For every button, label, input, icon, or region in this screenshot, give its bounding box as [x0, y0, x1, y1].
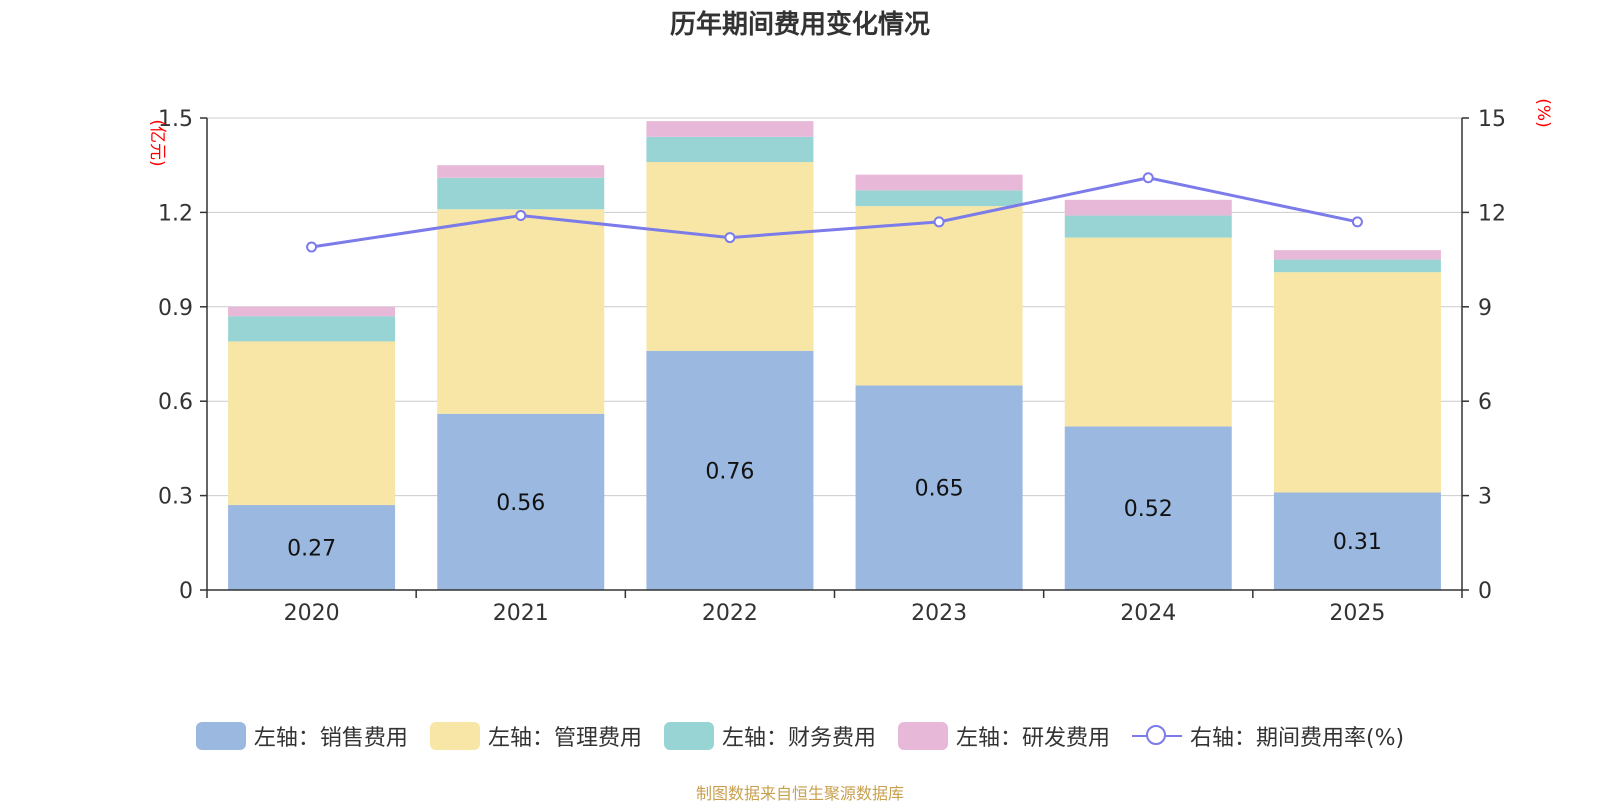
bar-finance-2021 — [437, 177, 605, 210]
legend-item-rd[interactable]: 左轴：研发费用 — [897, 720, 1110, 752]
legend-label-rate: 右轴：期间费用率(%) — [1189, 726, 1405, 751]
bar-sales-2023 — [855, 385, 1023, 590]
right-axis-tick-label: 9 — [1478, 296, 1492, 321]
legend-swatch-rd — [897, 722, 948, 750]
data-label-sales-2020: 0.27 — [287, 537, 336, 562]
bar-rd-2024 — [1064, 199, 1232, 216]
bar-finance-2022 — [646, 136, 814, 163]
left-axis-unit: (亿元) — [147, 119, 167, 166]
rate-point-2024 — [1142, 172, 1154, 184]
bar-sales-2021 — [437, 413, 605, 590]
data-label-sales-2023: 0.65 — [915, 477, 964, 502]
bar-admin-2023 — [855, 206, 1023, 386]
bar-rd-2022 — [646, 121, 814, 137]
left-axis-tick-label: 0.9 — [158, 296, 193, 321]
rate-point-2020 — [306, 241, 318, 253]
bar-sales-2022 — [646, 350, 814, 590]
rate-line — [311, 176, 1358, 249]
legend-label-admin: 左轴：管理费用 — [487, 726, 642, 751]
bar-finance-2024 — [1064, 215, 1232, 238]
left-axis-tick-label: 0.6 — [158, 390, 193, 415]
bar-finance-2023 — [855, 190, 1023, 207]
legend-item-finance[interactable]: 左轴：财务费用 — [663, 720, 876, 752]
bar-admin-2024 — [1064, 237, 1232, 427]
legend-label-finance: 左轴：财务费用 — [721, 726, 876, 751]
legend-swatch-sales — [195, 722, 246, 750]
bar-rd-2021 — [437, 165, 605, 178]
rate-point-2023 — [933, 216, 945, 228]
bar-admin-2025 — [1273, 272, 1441, 493]
left-axis-tick-label: 1.5 — [158, 107, 193, 132]
data-label-sales-2021: 0.56 — [496, 491, 545, 516]
chart-title: 历年期间费用变化情况 — [669, 10, 930, 40]
x-axis-tick-label-2020: 2020 — [284, 601, 340, 626]
bar-admin-2021 — [437, 209, 605, 414]
x-axis-tick-label-2025: 2025 — [1329, 601, 1385, 626]
bar-finance-2025 — [1273, 259, 1441, 273]
data-source-note: 制图数据来自恒生聚源数据库 — [695, 784, 904, 803]
right-axis-tick-label: 6 — [1478, 390, 1492, 415]
bar-rd-2025 — [1273, 250, 1441, 260]
legend-label-rd: 左轴：研发费用 — [955, 726, 1110, 751]
right-axis-tick-label: 15 — [1478, 107, 1506, 132]
bar-rd-2020 — [228, 306, 396, 317]
legend-label-sales: 左轴：销售费用 — [253, 726, 408, 751]
right-axis-tick-label: 12 — [1478, 201, 1506, 226]
legend-line-icon — [1131, 722, 1182, 750]
data-label-sales-2024: 0.52 — [1124, 497, 1173, 522]
bar-finance-2020 — [228, 316, 396, 342]
x-axis-tick-label-2021: 2021 — [493, 601, 549, 626]
x-axis-tick-label-2024: 2024 — [1120, 601, 1176, 626]
left-axis-tick-label: 0 — [179, 579, 193, 604]
legend-item-sales[interactable]: 左轴：销售费用 — [195, 720, 408, 752]
bar-rd-2023 — [855, 174, 1023, 191]
legend-item-rate[interactable]: 右轴：期间费用率(%) — [1131, 720, 1405, 752]
rate-point-2022 — [724, 232, 736, 244]
legend: 左轴：销售费用 左轴：管理费用 左轴：财务费用 左轴：研发费用 右轴：期间费用率… — [0, 720, 1600, 752]
bar-sales-2025 — [1273, 492, 1441, 590]
bar-admin-2020 — [228, 341, 396, 506]
rate-point-2025 — [1351, 216, 1363, 228]
left-axis-tick-label: 1.2 — [158, 201, 193, 226]
legend-swatch-admin — [429, 722, 480, 750]
data-label-sales-2025: 0.31 — [1333, 530, 1382, 555]
rate-point-2021 — [515, 210, 527, 222]
x-axis-tick-label-2022: 2022 — [702, 601, 758, 626]
right-axis-tick-label: 0 — [1478, 579, 1492, 604]
left-axis-tick-label: 0.3 — [158, 485, 193, 510]
legend-item-admin[interactable]: 左轴：管理费用 — [429, 720, 642, 752]
bar-admin-2022 — [646, 162, 814, 351]
bar-sales-2020 — [228, 505, 396, 590]
data-label-sales-2022: 0.76 — [705, 459, 754, 484]
legend-circle-icon — [1145, 725, 1166, 745]
right-axis-tick-label: 3 — [1478, 485, 1492, 510]
x-axis-tick-label-2023: 2023 — [911, 601, 967, 626]
right-axis-unit: (%) — [1533, 98, 1553, 127]
bar-sales-2024 — [1064, 426, 1232, 590]
legend-swatch-finance — [663, 722, 714, 750]
